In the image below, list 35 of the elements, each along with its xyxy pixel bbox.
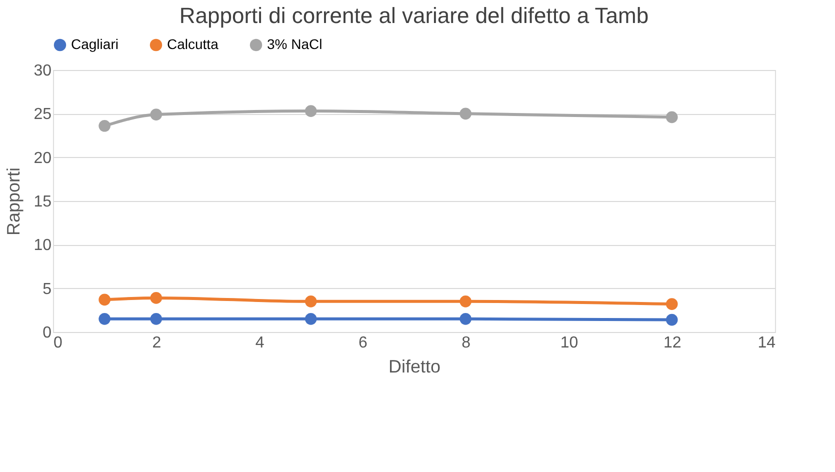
point [98, 294, 110, 306]
y-tick-label: 10 [34, 237, 52, 254]
point [666, 314, 678, 326]
point [666, 111, 678, 124]
x-tick-label: 10 [560, 334, 578, 352]
y-tick-label: 5 [42, 280, 52, 298]
y-tick-label: 25 [34, 106, 52, 124]
point [304, 312, 317, 325]
x-axis-title: Difetto [388, 356, 441, 376]
point [460, 108, 472, 120]
y-tick-label: 20 [34, 150, 52, 167]
point [666, 298, 678, 310]
point [150, 108, 162, 120]
point [304, 105, 317, 117]
x-tick-label: 8 [462, 334, 471, 352]
point [98, 312, 110, 325]
point [98, 120, 110, 132]
legend-label: 3% NaCl [267, 36, 322, 52]
point [460, 312, 472, 325]
chart-title: Rapporti di corrente al variare del difetto a Tamb [179, 3, 649, 28]
x-tick-label: 2 [152, 334, 162, 352]
point [150, 312, 162, 325]
y-axis-title: Rapporti [4, 167, 24, 236]
y-tick-label: 30 [34, 62, 52, 80]
x-tick-label: 12 [663, 334, 682, 352]
point [460, 296, 472, 308]
x-tick-label: 6 [358, 334, 368, 352]
y-tick-label: 15 [34, 194, 52, 210]
x-tick-label: 0 [54, 334, 62, 352]
point [150, 292, 162, 304]
point [304, 296, 317, 308]
legend-label: Calcutta [167, 36, 219, 52]
x-tick-label: 4 [255, 334, 264, 352]
legend-label: Cagliari [71, 36, 118, 52]
x-tick-label: 14 [758, 334, 776, 352]
